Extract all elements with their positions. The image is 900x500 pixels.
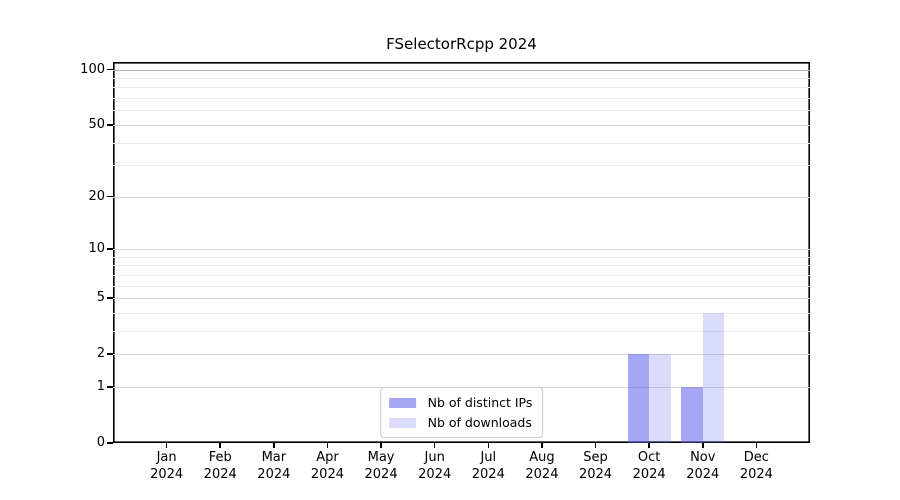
legend-swatch-icon (388, 417, 416, 428)
y-tick-mark (107, 386, 113, 388)
gridline-minor (113, 165, 810, 167)
bar-nb-of-distinct-ips (681, 386, 703, 443)
x-tick-label: Oct 2024 (632, 450, 666, 482)
bar-nb-of-distinct-ips (627, 354, 650, 443)
y-tick-label: 2 (96, 346, 105, 362)
legend-item: Nb of distinct IPs (388, 393, 533, 412)
x-tick-label: Aug 2024 (525, 450, 559, 482)
x-tick-label: Dec 2024 (739, 450, 773, 482)
x-tick-mark (702, 443, 704, 448)
y-tick-mark (107, 195, 113, 198)
x-tick-label: Sep 2024 (578, 450, 613, 482)
y-tick-label: 1 (96, 378, 105, 394)
gridline-minor (113, 110, 810, 112)
legend-label: Nb of distinct IPs (427, 395, 533, 410)
y-tick-label: 100 (80, 61, 105, 77)
y-tick-mark (107, 297, 113, 299)
x-tick-label: Apr 2024 (310, 450, 344, 482)
gridline-minor (113, 142, 810, 144)
y-tick-label: 10 (88, 241, 105, 256)
x-tick-mark (594, 443, 597, 448)
gridline-minor (113, 265, 810, 267)
y-tick-mark (107, 248, 113, 250)
x-tick-mark (648, 443, 650, 448)
x-tick-label: May 2024 (364, 450, 398, 482)
x-tick-mark (219, 443, 221, 448)
x-tick-mark (326, 443, 329, 448)
x-tick-mark (755, 443, 758, 448)
x-tick-label: Nov 2024 (686, 450, 720, 482)
y-tick-mark (107, 124, 113, 126)
gridline-major (113, 298, 810, 300)
y-tick-mark (107, 353, 113, 355)
gridline-minor (113, 256, 810, 258)
x-tick-mark (165, 443, 168, 448)
x-tick-mark (487, 443, 490, 448)
y-tick-label: 0 (96, 435, 105, 450)
x-tick-label: Mar 2024 (257, 450, 291, 482)
bar-nb-of-downloads (702, 312, 725, 443)
gridline-minor (113, 78, 810, 80)
x-tick-label: Jul 2024 (471, 450, 505, 482)
plot-area: Nb of distinct IPs Nb of downloads (113, 62, 810, 443)
x-tick-label: Jan 2024 (150, 450, 184, 482)
gridline-minor (113, 98, 810, 100)
y-tick-mark (107, 442, 113, 444)
gridline-minor (113, 312, 810, 314)
gridline-major (113, 249, 810, 250)
y-tick-label: 5 (96, 290, 105, 306)
gridline-major (113, 354, 810, 356)
gridline-minor (113, 87, 810, 89)
x-tick-mark (433, 443, 436, 448)
y-tick-label: 20 (88, 188, 105, 204)
y-tick-mark (107, 68, 113, 71)
x-tick-mark (273, 443, 275, 448)
legend-label: Nb of downloads (427, 415, 532, 430)
legend-swatch-icon (388, 397, 416, 408)
x-tick-mark (541, 443, 543, 448)
y-tick-label: 50 (88, 116, 105, 132)
x-tick-label: Jun 2024 (418, 450, 452, 482)
chart-title: FSelectorRcpp 2024 (386, 35, 537, 53)
legend: Nb of distinct IPs Nb of downloads (379, 387, 544, 438)
gridline-minor (113, 330, 810, 332)
gridline-minor (113, 274, 810, 276)
x-tick-mark (380, 443, 382, 448)
gridline-major (113, 124, 810, 126)
gridline-major (113, 69, 810, 71)
bar-nb-of-downloads (649, 354, 671, 443)
x-tick-label: Feb 2024 (203, 450, 237, 482)
legend-item: Nb of downloads (388, 413, 533, 432)
gridline-major (113, 196, 810, 198)
gridline-minor (113, 285, 810, 287)
